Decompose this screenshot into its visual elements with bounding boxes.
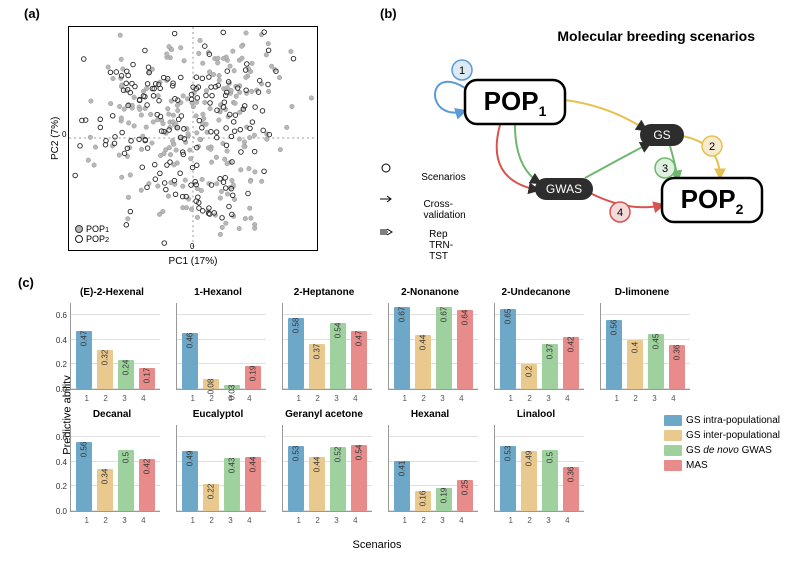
- flow-legend: Scenarios Cross-validation Rep TRN-TST: [380, 163, 466, 263]
- svg-text:4: 4: [617, 207, 623, 219]
- svg-text:2: 2: [709, 141, 715, 153]
- svg-text:POP1: POP1: [484, 86, 547, 119]
- panel-b-label: (b): [380, 6, 397, 21]
- chart-9: Hexanal0.410.160.190.251234: [380, 409, 480, 527]
- chart-10: Linalool0.530.490.50.361234: [486, 409, 586, 527]
- svg-text:GS: GS: [653, 128, 670, 142]
- xlabel: Scenarios: [62, 539, 692, 551]
- chart-4: 2-Undecanone0.650.20.370.421234: [486, 287, 586, 405]
- chart-2: 2-Heptanone0.580.370.540.471234: [274, 287, 374, 405]
- panel-a: (a) POP1 POP2 PC1 (17%) PC2 (7%) 0 0: [28, 8, 328, 263]
- svg-text:3: 3: [662, 163, 668, 175]
- svg-text:GWAS: GWAS: [546, 182, 582, 196]
- panel-b: (b) Molecular breeding scenarios POP1 PO…: [380, 8, 780, 263]
- scatter-svg: [69, 27, 317, 250]
- chart-8: Geranyl acetone0.530.440.520.541234: [274, 409, 374, 527]
- chart-1: 1-Hexanol0.460.080.030.191234: [168, 287, 268, 405]
- panel-a-label: (a): [24, 6, 40, 21]
- flow-title: Molecular breeding scenarios: [557, 28, 755, 44]
- chart-5: D-limonene0.560.40.450.361234: [592, 287, 692, 405]
- chart-0: (E)-2-Hexenal0.00.20.40.60.470.320.240.1…: [62, 287, 162, 405]
- chart-3: 2-Nonanone0.670.440.670.641234: [380, 287, 480, 405]
- chart-7: Eucalyptol0.490.220.430.441234: [168, 409, 268, 527]
- panel-c-label: (c): [18, 275, 34, 290]
- svg-text:1: 1: [459, 65, 465, 77]
- pc1-label: PC1 (17%): [68, 256, 318, 267]
- pca-scatter: POP1 POP2: [68, 26, 318, 251]
- scatter-legend: POP1 POP2: [75, 224, 109, 244]
- charts-grid: (E)-2-Hexenal0.00.20.40.60.470.320.240.1…: [62, 287, 692, 527]
- svg-text:POP2: POP2: [681, 184, 744, 217]
- pc2-label: PC2 (7%): [50, 26, 61, 251]
- chart-6: Decanal0.00.20.40.60.560.340.50.421234: [62, 409, 162, 527]
- panel-c: (c) Predictive ability Scenarios (E)-2-H…: [20, 275, 780, 555]
- legend-c: GS intra-populationalGS inter-population…: [664, 415, 780, 475]
